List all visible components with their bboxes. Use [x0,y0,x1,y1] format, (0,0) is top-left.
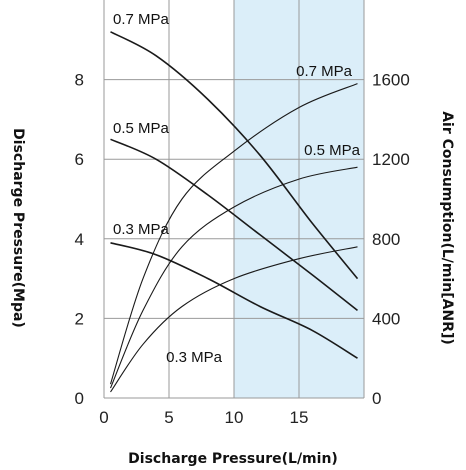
x-tick-label: 5 [164,408,173,427]
air-consumption-label-0-5-mpa: 0.5 MPa [304,142,361,159]
discharge-pressure-label-0-7-mpa: 0.7 MPa [113,11,170,28]
x-tick-label: 0 [99,408,108,427]
y-tick-label-right: 1200 [372,150,410,169]
x-tick-label: 10 [225,408,244,427]
air-consumption-curve-0-3-mpa [110,246,358,393]
y-axis-title-right: Air Consumption(L/min[ANR]) [439,111,455,345]
y-tick-label-left: 6 [75,150,84,169]
discharge-pressure-curve-0-5-mpa [110,138,358,312]
y-tick-label-left: 8 [75,71,84,90]
air-consumption-label-0-7-mpa: 0.7 MPa [296,63,353,80]
y-axis-title-left: Discharge Pressure(Mpa) [10,128,26,328]
y-tick-label-right: 400 [372,309,400,328]
discharge-pressure-label-0-3-mpa: 0.3 MPa [113,221,170,238]
air-consumption-curve-0-7-mpa [109,83,358,385]
y-tick-label-right: 800 [372,230,400,249]
y-tick-label-left: 4 [75,230,84,249]
x-axis-title: Discharge Pressure(L/min) [128,451,338,467]
air-consumption-curve-0-5-mpa [109,166,358,389]
y-tick-label-right: 0 [372,389,381,408]
discharge-pressure-label-0-5-mpa: 0.5 MPa [113,120,170,137]
discharge-pressure-curve-0-3-mpa [110,242,358,359]
y-tick-label-left: 0 [75,389,84,408]
x-tick-label: 15 [290,408,309,427]
y-tick-label-left: 2 [75,309,84,328]
air-consumption-label-0-3-mpa: 0.3 MPa [166,349,223,366]
y-tick-label-right: 1600 [372,71,410,90]
discharge-pressure-curve-0-7-mpa [110,31,359,280]
